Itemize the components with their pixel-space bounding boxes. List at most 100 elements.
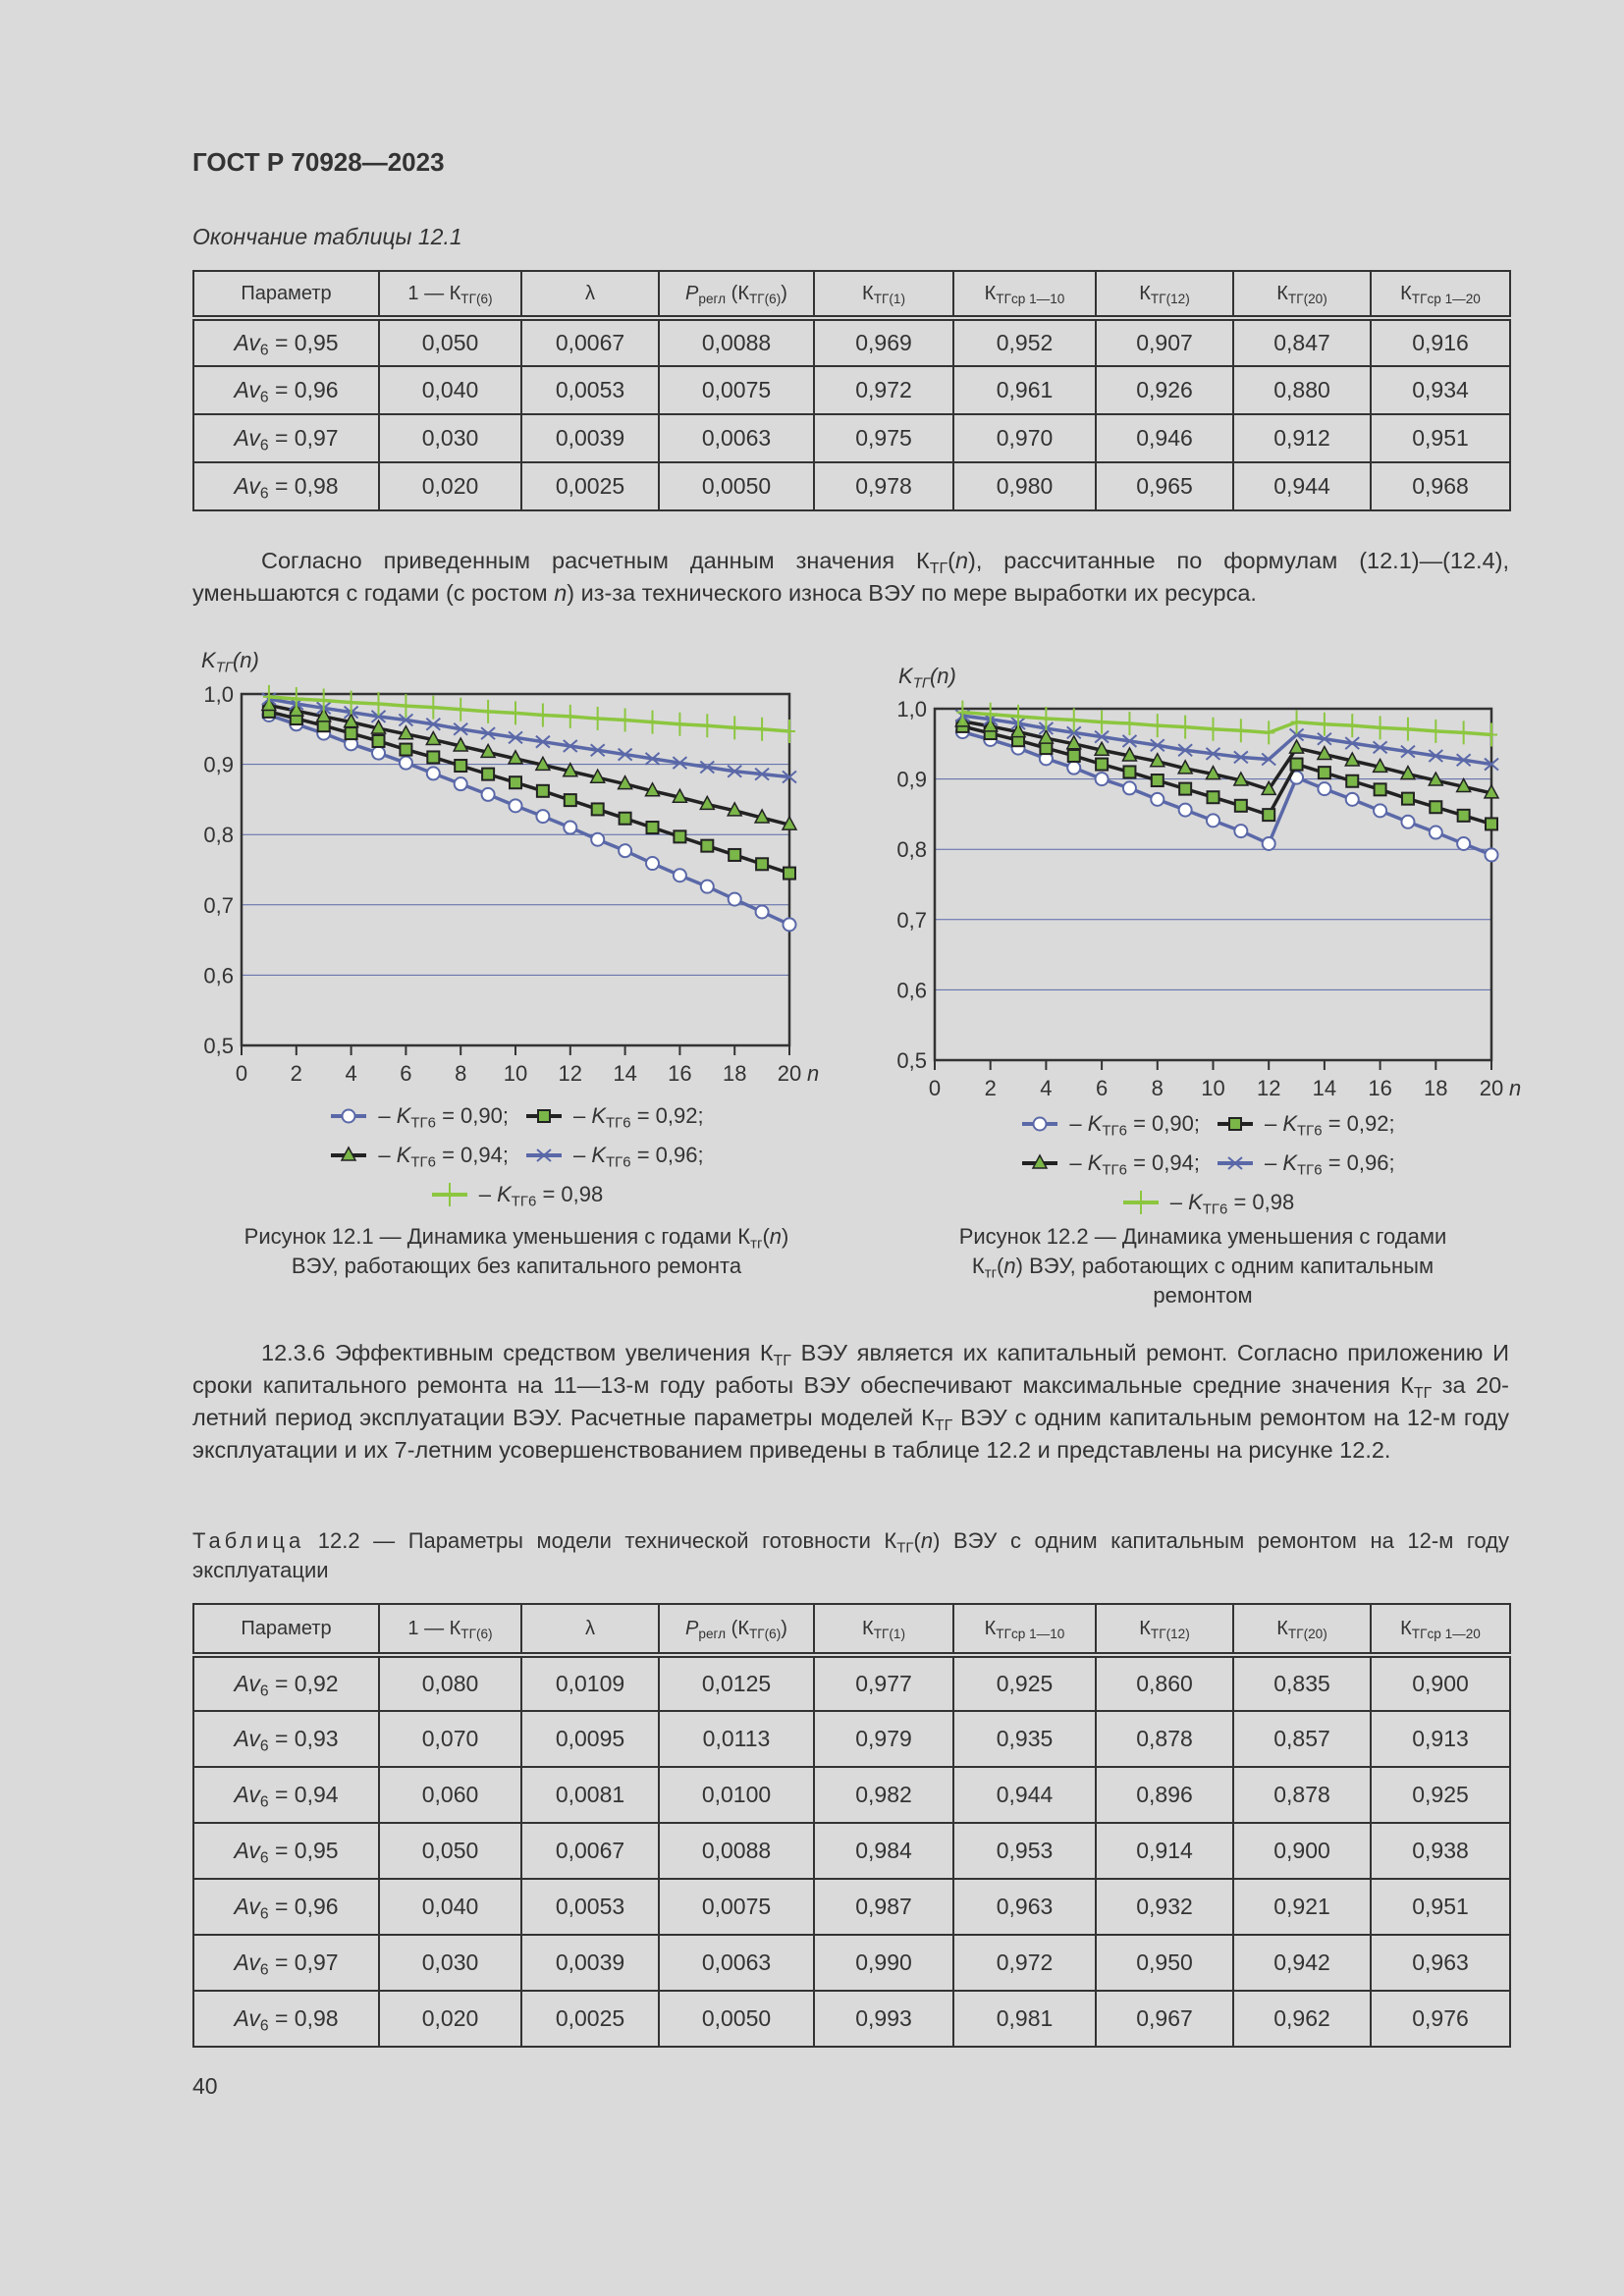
data-point [1040,707,1053,731]
data-point [729,716,741,740]
plot-frame [933,707,1493,1062]
value-cell: 0,951 [1370,413,1511,463]
chart1-y-label: KТГ(n) [201,648,259,676]
data-point [783,866,796,881]
data-point [1456,808,1471,823]
text-run: P [685,282,699,304]
table-12-1: Параметр 1 — КТГ(6) λ Pрегл (КТГ(6)) КТГ(1) К… [192,270,1511,511]
data-point [1234,719,1247,743]
chart-12-2: 0,5 0,6 0,7 0,8 0,9 1,0 0 2 4 6 8 10 12 14 16 18 20 n [896,697,1521,1100]
text-run: Рисунок 12.1 — Динамика уменьшения с год… [244,1224,751,1249]
data-point [1233,798,1248,813]
data-point [1345,774,1360,788]
data-point [1227,1156,1243,1170]
legend-label: – KТГ6 = 0,98 [479,1178,604,1211]
text-run: ( [913,1528,921,1553]
value-cell: 0,0039 [520,413,660,463]
value-cell: 0,0113 [658,1710,815,1768]
data-point [618,843,633,859]
text-run: ТГ(1) [873,291,905,306]
param-cell: Av6 = 0,92 [192,1654,380,1712]
data-point [563,739,578,753]
data-point [1178,781,1193,796]
value-cell: 0,926 [1095,365,1234,415]
plot-frame [240,692,791,1047]
header-row: Параметр 1 — КТГ(6) λ Pрегл (КТГ(6)) КТГ(1) К… [192,270,1511,319]
data-point [617,774,633,790]
data-point [1483,783,1500,799]
data-point [672,756,688,770]
text-run: К [1276,1617,1288,1639]
table2-caption: Таблица 12.2 — Параметры модели техничес… [192,1526,1509,1585]
value-cell: 0,847 [1232,317,1372,367]
legend-swatch-triangle-icon [331,1146,367,1161]
text-run: K [396,1103,411,1128]
table-row: Av6 = 0,93 0,070 0,0095 0,0113 0,979 0,935 0,8… [192,1710,1511,1768]
legend-label: – KТГ6 = 0,90; [378,1099,509,1133]
text-run: n [240,648,252,672]
data-point [699,760,715,774]
column-header: КТГ(20) [1232,1603,1372,1656]
text-run: = 0,93 [268,1726,339,1751]
x-tick-label: 12 [1257,1076,1280,1100]
data-point [507,749,524,765]
legend-item: – KТГ6 = 0,98 [430,1178,604,1211]
text-run: Av [234,1949,260,1975]
column-header: Pрегл (КТГ(6)) [658,1603,815,1656]
data-point [727,891,742,907]
legend-swatch-x-icon [526,1148,562,1162]
data-point [1346,714,1359,738]
text-run: ТГ6 [1102,1122,1127,1140]
data-point [673,829,687,844]
data-point [443,1183,456,1206]
data-point [1372,740,1388,755]
text-run: К [862,282,874,304]
data-point [1206,790,1220,805]
text-run: λ [585,1617,595,1639]
column-header: 1 — КТГ(6) [378,270,522,319]
column-header: КТГ(20) [1232,270,1372,319]
text-run: (К [726,282,749,304]
x-tick-label: 10 [504,1061,527,1086]
x-tick-label: 20 [1480,1076,1503,1100]
value-cell: 0,0095 [520,1710,660,1768]
text-run: Таблица [192,1528,305,1553]
legend-swatch-circle-icon [1022,1116,1058,1132]
value-cell: 0,0075 [658,365,815,415]
data-point [672,868,687,883]
text-run: K [201,648,216,672]
value-cell: 0,975 [813,413,954,463]
text-run: ТГср 1—20 [1411,291,1481,306]
data-point [425,718,441,731]
text-run: Av [234,1782,260,1807]
data-point [1233,824,1249,839]
data-point [1289,757,1304,772]
data-point [1150,738,1165,752]
data-point [1317,766,1331,780]
data-point [508,798,523,814]
data-point [1134,1191,1147,1214]
text-run: Av [234,377,260,402]
value-cell: 0,0125 [658,1654,815,1712]
data-point [754,767,770,781]
text-run: 6 [259,1793,269,1811]
data-point [619,708,631,732]
value-cell: 0,944 [1232,461,1372,511]
data-point [341,1146,357,1161]
value-cell: 0,900 [1370,1654,1511,1712]
text-run: ТГ [896,1539,914,1557]
x-tick-label: 6 [400,1061,411,1086]
text-run: = 0,90; [1126,1111,1200,1136]
value-cell: 0,935 [952,1710,1097,1768]
text-run: = 0,95 [268,1838,339,1863]
text-run: = 0,98 [268,473,339,499]
text-run: K [1282,1111,1298,1136]
data-point [1066,725,1082,740]
y-tick-label: 0,6 [203,963,234,988]
series-square [261,704,796,881]
text-run: – [573,1103,592,1128]
data-point [509,775,522,790]
value-cell: 0,0050 [658,461,815,511]
data-point [699,794,716,811]
text-run: ТГ [215,659,233,676]
